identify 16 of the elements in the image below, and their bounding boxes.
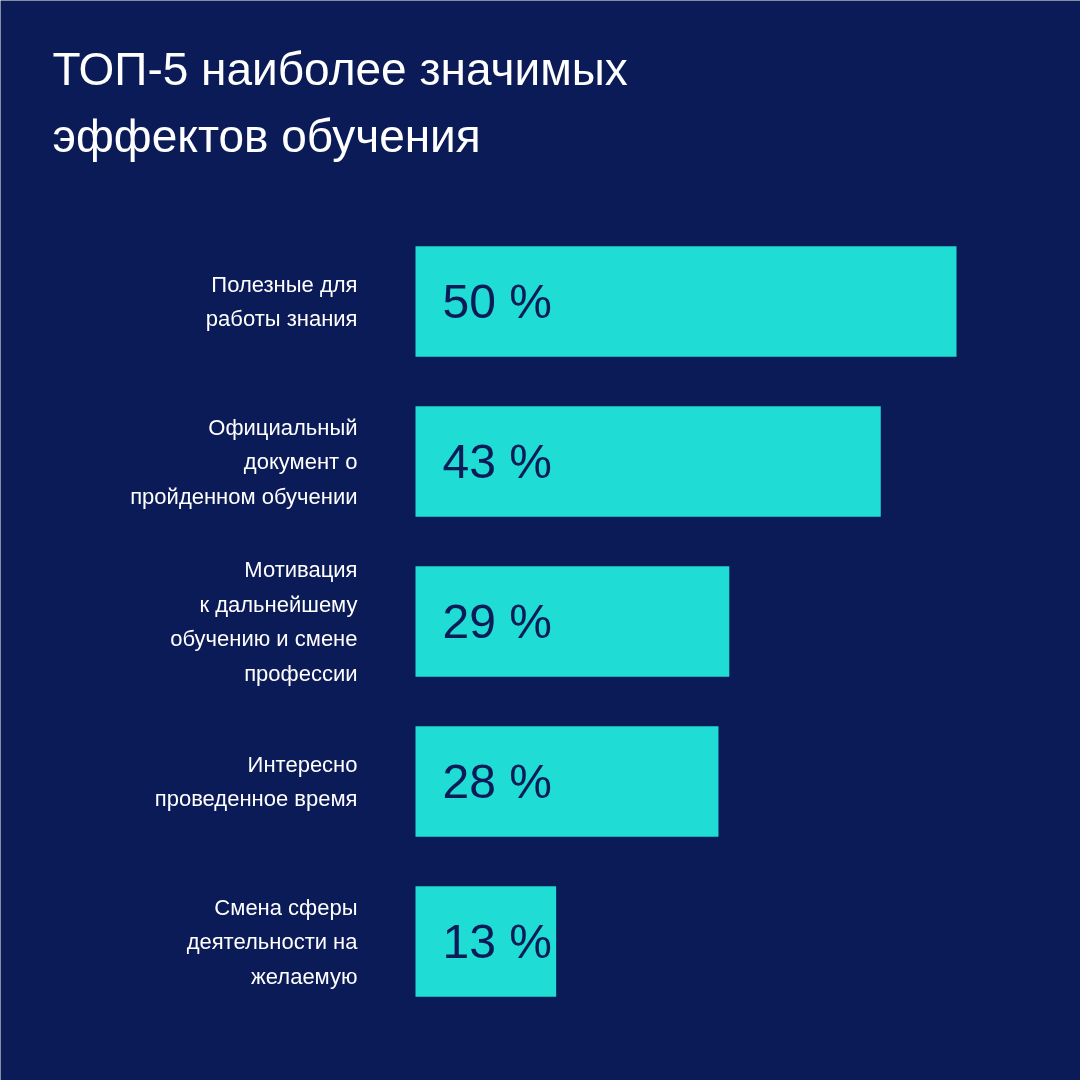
data-label: 43 % <box>442 435 552 488</box>
data-label: 13 % <box>442 915 552 968</box>
bar <box>415 886 557 997</box>
chart-title: ТОП-5 наиболее значимых эффектов обучения <box>52 42 628 163</box>
y-tick-label: Мотивация к дальнейшему обучению и смене профессии <box>170 557 358 686</box>
y-tick-label: Полезные для работы знания <box>205 271 358 332</box>
bar <box>415 246 957 357</box>
data-label: 28 % <box>442 755 552 808</box>
data-label: 50 % <box>442 275 552 328</box>
data-label: 29 % <box>442 595 552 648</box>
y-tick-label: Смена сферы деятельности на желаемую <box>186 894 359 989</box>
bar <box>415 406 881 517</box>
bar <box>415 726 719 837</box>
bar <box>415 566 730 677</box>
y-tick-label: Интересно проведенное время <box>154 751 358 812</box>
y-tick-label: Официальный документ о пройденном обучении <box>130 414 358 509</box>
